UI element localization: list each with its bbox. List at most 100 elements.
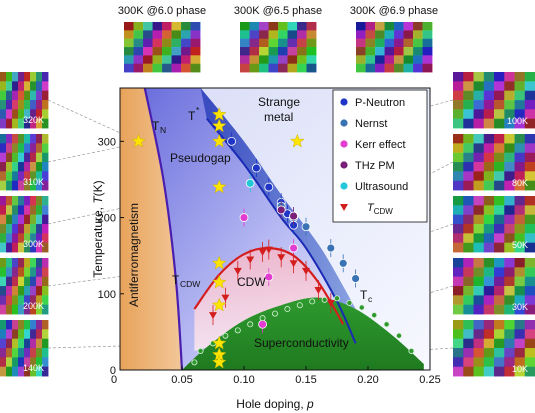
superconductivity-label: Superconductivity — [254, 336, 349, 350]
thz-pm-point — [276, 205, 286, 215]
right-thumbnail-label: 50K — [512, 240, 528, 250]
legend: P-Neutron Nernst Kerr effect THz PM Ultrasou… — [332, 89, 428, 223]
right-thumbnail — [453, 320, 535, 377]
kerr-effect-point — [239, 213, 249, 222]
strange-metal-label-line2: metal — [264, 110, 293, 124]
tc-point — [395, 332, 402, 339]
left-thumbnail — [0, 196, 49, 253]
legend-item-kerr-effect: Kerr effect — [339, 139, 406, 151]
tcdw-label: T CDW — [172, 273, 200, 289]
star-point — [211, 255, 227, 270]
left-thumbnail — [0, 72, 49, 129]
cdw-label: CDW — [237, 275, 266, 289]
pseudogap-label: Pseudogap — [170, 151, 231, 165]
left-thumbnail-label: 140K — [23, 363, 44, 373]
legend-swatch — [339, 118, 349, 128]
star-point — [211, 274, 227, 289]
svg-text:c: c — [368, 294, 373, 304]
right-thumbnail — [453, 134, 535, 191]
tn-boundary — [143, 88, 184, 370]
legend-label: THz PM — [355, 160, 395, 172]
tc-point — [296, 302, 303, 309]
t-cdw-point — [246, 256, 255, 264]
star-point — [211, 335, 227, 350]
legend-swatch — [340, 204, 348, 211]
y-tick-label: 200 — [98, 213, 116, 225]
nernst-point — [301, 222, 311, 232]
right-thumbnail-label: 30K — [512, 302, 528, 312]
tc-point — [191, 359, 198, 366]
x-tick-label: 0.20 — [357, 374, 378, 386]
t-cdw-point — [326, 299, 335, 307]
svg-text:Hole doping, p: Hole doping, p — [236, 397, 314, 411]
right-thumbnail-column: 100K 80K 50K 30K 10K — [453, 72, 535, 377]
right-thumbnail-label: 10K — [512, 364, 528, 374]
axis-ticks: 0.05 0.10 0.15 0.20 0.25 0 100 200 300 0 — [98, 136, 441, 386]
legend-swatch — [339, 139, 349, 149]
x-tick-label: 0.10 — [233, 374, 254, 386]
svg-text:N: N — [160, 125, 166, 135]
star-point — [211, 106, 227, 121]
svg-text:T: T — [152, 119, 160, 133]
tc-point — [222, 332, 229, 339]
left-thumbnail-label: 310K — [23, 177, 44, 187]
left-thumbnail-label: 200K — [23, 301, 44, 311]
y-axis-label: Temperature, T(K) — [91, 180, 105, 277]
star-point — [211, 297, 227, 312]
right-thumbnail-label: 80K — [512, 178, 528, 188]
tc-point — [358, 304, 365, 311]
t-cdw-point — [258, 248, 267, 256]
tc-point — [346, 299, 353, 306]
t-cdw-point — [289, 260, 298, 268]
svg-text:T: T — [172, 273, 180, 287]
y-tick-label: 100 — [98, 289, 116, 301]
legend-label: P-Neutron — [355, 97, 405, 109]
t-cdw-point — [233, 267, 242, 275]
p-neutron-point — [264, 182, 274, 192]
plot-frame — [119, 87, 431, 371]
superconductivity-region — [182, 297, 424, 370]
nernst-point — [351, 274, 361, 283]
t-cdw-point — [221, 294, 230, 302]
tc-point — [309, 298, 316, 305]
tc-point — [259, 315, 266, 322]
antiferromagnetism-label: Antiferromagnetism — [127, 203, 141, 307]
left-thumbnail-label: 320K — [23, 115, 44, 125]
svg-text:CDW: CDW — [180, 279, 200, 289]
left-thumbnail-label: 300K — [23, 239, 44, 249]
strange-metal-label-line1: Strange — [258, 95, 300, 109]
tn-label: T N — [152, 119, 166, 135]
t-cdw-point — [209, 312, 217, 320]
star-point — [211, 179, 227, 194]
left-thumbnail — [0, 320, 49, 377]
star-point — [211, 354, 227, 369]
tstar-label: T * — [188, 105, 200, 123]
top-thumbnail-caption: 300K @6.9 phase — [350, 5, 438, 17]
legend-swatch — [339, 181, 349, 191]
t-cdw-point — [264, 246, 273, 254]
antiferromagnetism-region — [120, 88, 182, 370]
tc-point — [284, 306, 291, 313]
top-thumbnail-caption: 300K @6.5 phase — [234, 5, 322, 17]
x-tick-label: 0.05 — [171, 374, 192, 386]
x-tick-label-zero: 0 — [111, 374, 117, 386]
legend-item-ultrasound: Ultrasound — [339, 181, 408, 193]
tc-point — [333, 295, 340, 302]
svg-text:T: T — [360, 288, 368, 302]
legend-label: Nernst — [355, 118, 387, 130]
right-thumbnail — [453, 196, 535, 253]
y-tick-label-zero: 0 — [110, 365, 116, 377]
left-thumbnail-column: 320K 310K 300K 200K 140K — [0, 72, 49, 377]
legend-label: Kerr effect — [355, 139, 406, 151]
legend-item-p-neutron: P-Neutron — [339, 97, 405, 109]
tc-point — [247, 321, 254, 328]
p-neutron-point — [251, 163, 261, 173]
top-thumbnail-caption: 300K @6.0 phase — [118, 5, 206, 17]
x-tick-label: 0.25 — [419, 374, 440, 386]
right-thumbnail — [453, 258, 535, 315]
tc-point — [383, 321, 390, 328]
star-point — [211, 118, 227, 133]
left-thumbnail — [0, 258, 49, 315]
t-cdw-point — [314, 286, 323, 294]
top-thumbnail — [240, 22, 317, 73]
